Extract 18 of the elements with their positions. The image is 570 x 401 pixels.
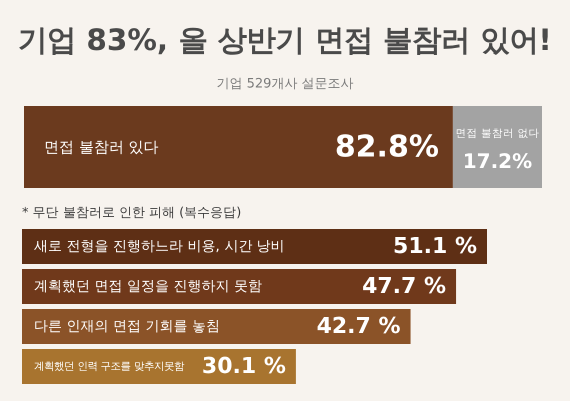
chart-title: * 무단 불참러로 인한 피해 (복수응답): [22, 206, 242, 220]
y-tick-label: 새로 전형을 진행하느라 비용, 시간 낭비: [34, 238, 285, 254]
series-label: 면접 불참러 있다: [44, 138, 159, 156]
series-label: 면접 불참러 없다: [456, 126, 540, 140]
data-label: 42.7 %: [316, 314, 401, 339]
y-tick-label: 계획했던 인력 구조를 맞추지못함: [34, 360, 184, 372]
data-label: 82.8%: [334, 130, 439, 164]
y-tick-label: 계획했던 면접 일정을 진행하지 못함: [34, 278, 262, 294]
chart-title: 기업 83%, 올 상반기 면접 불참러 있어!: [18, 23, 552, 57]
bar: [22, 309, 411, 344]
bar: [22, 229, 487, 264]
y-tick-label: 다른 인재의 면접 기회를 놓침: [34, 318, 220, 334]
data-label: 17.2%: [462, 149, 532, 173]
chart-subtitle: 기업 529개사 설문조사: [216, 76, 354, 92]
bar: [22, 269, 456, 304]
data-label: 30.1 %: [202, 354, 286, 379]
data-label: 47.7 %: [362, 274, 446, 299]
data-label: 51.1 %: [393, 234, 477, 259]
